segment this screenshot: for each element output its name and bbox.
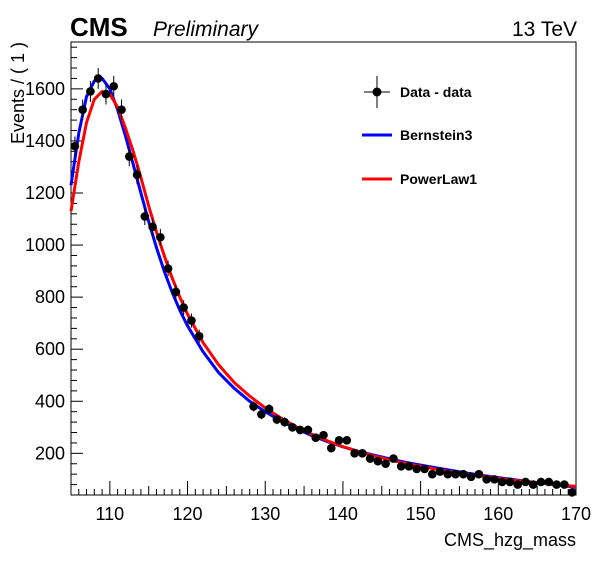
data-point <box>396 462 406 471</box>
data-point <box>334 436 344 445</box>
data-point <box>459 469 468 479</box>
data-point <box>536 477 546 487</box>
data-point <box>70 141 80 151</box>
data-points <box>70 68 577 497</box>
data-point <box>288 423 297 432</box>
data-point <box>427 469 437 479</box>
data-point <box>412 464 422 474</box>
data-point <box>249 402 258 411</box>
x-tick-label: 140 <box>328 504 358 524</box>
preliminary-label: Preliminary <box>153 18 260 41</box>
data-point <box>567 488 577 497</box>
data-point <box>117 105 126 114</box>
cms-label: CMS <box>70 12 128 42</box>
data-point <box>420 464 429 474</box>
data-point <box>295 425 305 435</box>
data-point <box>358 449 367 458</box>
data-point <box>451 469 460 479</box>
data-point <box>132 170 142 180</box>
legend-entry-powerlaw1: PowerLaw1 <box>362 171 477 187</box>
data-point <box>521 477 530 487</box>
data-point <box>466 472 476 482</box>
data-point <box>163 264 173 273</box>
y-axis-label: Events / ( 1 ) <box>8 42 28 144</box>
data-point <box>303 425 313 435</box>
y-tick-label: 1200 <box>25 183 65 203</box>
data-point <box>311 433 321 443</box>
y-tick-label: 1600 <box>25 79 65 99</box>
legend-entry-data: Data - data <box>364 76 472 108</box>
data-point <box>373 456 383 466</box>
x-tick-label: 120 <box>173 504 203 524</box>
y-tick-label: 800 <box>35 287 65 307</box>
data-point <box>140 212 150 221</box>
plot-frame <box>70 41 577 496</box>
data-point <box>350 449 359 458</box>
x-tick-label: 130 <box>250 504 280 524</box>
data-point <box>513 480 523 489</box>
x-axis-label: CMS_hzg_mass <box>444 530 576 551</box>
data-point <box>505 477 515 487</box>
data-point <box>435 467 445 476</box>
data-point <box>194 331 204 341</box>
legend-label-data: Data - data <box>400 84 472 100</box>
data-point <box>474 469 484 479</box>
legend-label-powerlaw1: PowerLaw1 <box>400 171 477 187</box>
data-point <box>482 475 491 484</box>
y-axis: 200 400 600 800 1000 1200 1400 1600 <box>25 46 83 496</box>
data-point <box>109 81 119 91</box>
x-tick-label: 170 <box>561 504 591 524</box>
data-point <box>280 417 289 427</box>
data-point <box>381 459 390 469</box>
data-point <box>179 303 188 312</box>
data-point <box>93 74 103 83</box>
data-point <box>342 436 352 445</box>
data-point <box>528 480 538 489</box>
data-point <box>187 316 196 325</box>
data-point <box>490 475 499 484</box>
x-tick-label: 150 <box>406 504 436 524</box>
data-point <box>257 409 266 419</box>
legend: Data - data Bernstein3 PowerLaw1 <box>362 76 477 187</box>
data-point <box>389 454 398 463</box>
data-point <box>78 105 87 114</box>
data-point <box>171 287 181 297</box>
data-point <box>264 404 274 414</box>
data-point <box>148 222 157 232</box>
data-point <box>101 89 111 99</box>
y-tick-label: 1000 <box>25 235 65 255</box>
data-point <box>544 477 554 487</box>
legend-label-bernstein3: Bernstein3 <box>400 127 473 143</box>
data-point <box>443 469 453 479</box>
data-point <box>404 462 414 471</box>
data-point <box>86 87 95 96</box>
x-tick-label: 110 <box>95 504 124 524</box>
data-point <box>272 415 282 424</box>
data-point <box>156 232 165 242</box>
energy-label: 13 TeV <box>512 18 577 41</box>
y-tick-label: 400 <box>35 391 65 411</box>
x-tick-label: 160 <box>483 504 513 524</box>
data-point <box>326 443 336 453</box>
data-point <box>319 430 328 440</box>
data-point <box>124 152 134 161</box>
y-tick-label: 1400 <box>25 131 65 151</box>
data-point <box>552 480 561 489</box>
data-point <box>560 480 569 489</box>
data-point <box>365 454 375 463</box>
x-axis: 110 120 130 140 150 160 170 <box>70 481 591 524</box>
data-point <box>497 477 507 487</box>
legend-marker <box>372 87 382 97</box>
y-tick-label: 600 <box>35 339 65 359</box>
legend-entry-bernstein3: Bernstein3 <box>362 127 473 143</box>
y-tick-label: 200 <box>35 443 65 463</box>
